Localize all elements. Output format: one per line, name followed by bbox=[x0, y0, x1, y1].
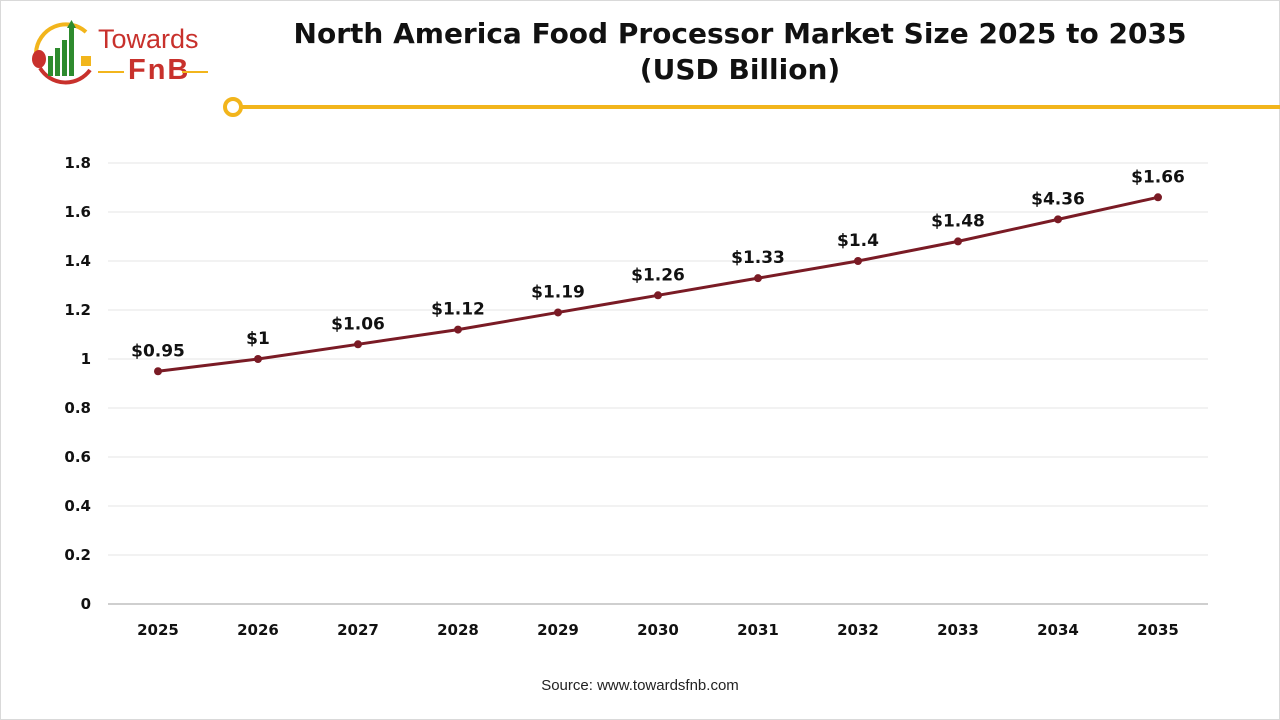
y-tick-label: 1.2 bbox=[64, 301, 91, 319]
chart-subtitle: (USD Billion) bbox=[639, 53, 841, 86]
data-label: $1.06 bbox=[331, 314, 385, 334]
x-tick-label: 2025 bbox=[137, 621, 179, 639]
data-label: $1.33 bbox=[731, 248, 785, 268]
logo-text-fnb: FnB bbox=[128, 54, 191, 86]
data-label: $1.4 bbox=[837, 231, 879, 251]
x-tick-label: 2029 bbox=[537, 621, 579, 639]
underline-ring-icon bbox=[223, 97, 243, 117]
data-point bbox=[854, 257, 862, 265]
logo-dash-left bbox=[98, 71, 124, 73]
data-point bbox=[454, 325, 462, 334]
data-label: $1.26 bbox=[631, 265, 685, 285]
title-underline bbox=[242, 105, 1280, 109]
logo-text-towards: Towards bbox=[98, 24, 199, 54]
y-tick-label: 0.8 bbox=[64, 399, 91, 417]
data-point bbox=[554, 308, 562, 317]
y-tick-label: 0.2 bbox=[64, 546, 91, 564]
x-tick-label: 2030 bbox=[637, 621, 679, 639]
data-point bbox=[754, 274, 762, 283]
y-tick-label: 0 bbox=[81, 595, 91, 613]
y-tick-label: 1 bbox=[81, 350, 91, 368]
x-tick-label: 2028 bbox=[437, 621, 479, 639]
data-point bbox=[354, 340, 362, 349]
data-point bbox=[954, 237, 962, 246]
x-tick-label: 2026 bbox=[237, 621, 279, 639]
data-label: $4.36 bbox=[1031, 189, 1085, 209]
data-point bbox=[1054, 215, 1062, 224]
data-label: $0.95 bbox=[131, 341, 185, 361]
towards-fnb-logo bbox=[26, 18, 106, 92]
y-tick-label: 0.4 bbox=[64, 497, 91, 515]
x-tick-label: 2032 bbox=[837, 621, 879, 639]
y-tick-label: 1.4 bbox=[64, 252, 91, 270]
data-point bbox=[654, 291, 662, 300]
x-tick-label: 2033 bbox=[937, 621, 979, 639]
data-label: $1.12 bbox=[431, 300, 485, 320]
data-point bbox=[154, 367, 162, 376]
y-tick-label: 1.6 bbox=[64, 203, 91, 221]
data-label: $1.19 bbox=[531, 282, 585, 302]
logo-mark-icon bbox=[32, 20, 92, 85]
source-note: Source: www.towardsfnb.com bbox=[541, 677, 739, 694]
chart-title-line1: North America Food Processor Market Size… bbox=[293, 17, 1187, 50]
data-point bbox=[254, 355, 262, 363]
y-tick-label: 0.6 bbox=[64, 448, 91, 466]
x-tick-label: 2035 bbox=[1137, 621, 1179, 639]
x-tick-label: 2031 bbox=[737, 621, 779, 639]
data-label: $1 bbox=[246, 329, 270, 349]
data-point bbox=[1154, 193, 1162, 202]
chart-title: North America Food Processor Market Size… bbox=[240, 16, 1240, 88]
x-tick-label: 2034 bbox=[1037, 621, 1079, 639]
logo-dash-right bbox=[182, 71, 208, 73]
x-tick-label: 2027 bbox=[337, 621, 379, 639]
data-label: $1.48 bbox=[931, 211, 985, 231]
data-label: $1.66 bbox=[1131, 167, 1185, 187]
y-tick-label: 1.8 bbox=[64, 154, 91, 172]
